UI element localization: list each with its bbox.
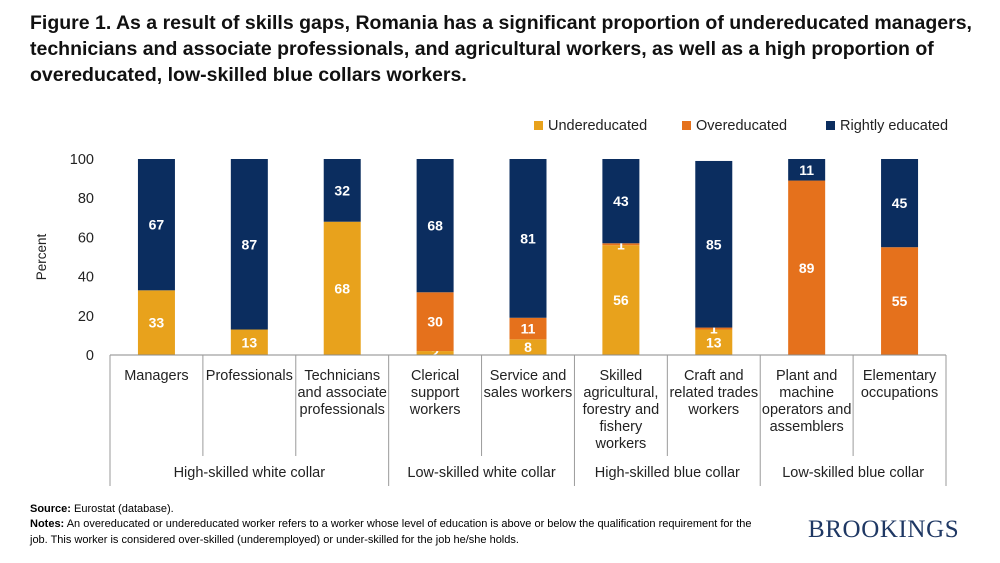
category-label: Service and xyxy=(490,368,567,384)
bar-rightly xyxy=(788,159,826,181)
data-label-overeducated: 11 xyxy=(521,321,536,337)
category-label: Plant and xyxy=(776,368,837,384)
legend-swatch-rightly xyxy=(826,121,835,130)
data-label-rightly: 67 xyxy=(149,217,165,233)
source-note: Source: Eurostat (database). xyxy=(30,501,770,517)
data-label-rightly: 32 xyxy=(334,182,350,198)
data-label-overeducated: 30 xyxy=(427,314,443,330)
bar-undereducated xyxy=(509,339,547,355)
bar-rightly xyxy=(695,160,733,328)
group-label: High-skilled white collar xyxy=(174,465,326,481)
data-label-rightly: 81 xyxy=(520,230,536,246)
category-label: related trades xyxy=(669,385,758,401)
category-label: professionals xyxy=(300,402,385,418)
data-label-rightly: 11 xyxy=(799,162,814,178)
category-label: workers xyxy=(687,402,739,418)
source-text: Eurostat (database). xyxy=(74,503,174,515)
bar-overeducated xyxy=(416,292,454,352)
data-label-rightly: 43 xyxy=(613,193,629,209)
data-label-undereducated: 13 xyxy=(242,334,258,350)
y-tick-label: 100 xyxy=(70,152,94,168)
data-label-undereducated: 8 xyxy=(524,339,532,355)
category-label: fishery xyxy=(600,419,643,435)
bar-overeducated xyxy=(788,180,826,355)
bar-rightly xyxy=(416,159,454,293)
chart-title: Figure 1. As a result of skills gaps, Ro… xyxy=(30,12,972,86)
notes-text: An overeducated or undereducated worker … xyxy=(30,518,752,546)
bar-undereducated xyxy=(230,329,268,355)
bar-overeducated xyxy=(695,327,733,330)
data-label-undereducated: 56 xyxy=(613,292,629,308)
category-label: Professionals xyxy=(206,368,293,384)
data-label-overeducated: 55 xyxy=(892,293,908,309)
notes: Notes: An overeducated or undereducated … xyxy=(30,516,770,548)
y-tick-label: 80 xyxy=(78,191,94,207)
category-label: operators and xyxy=(762,402,851,418)
y-tick-label: 20 xyxy=(78,309,94,325)
category-label: Skilled xyxy=(600,368,643,384)
data-label-rightly: 68 xyxy=(427,218,443,234)
category-label: Clerical xyxy=(411,368,459,384)
data-label-rightly: 87 xyxy=(242,236,258,252)
bar-undereducated xyxy=(137,290,175,355)
bar-rightly xyxy=(323,159,361,222)
legend-swatch-undereducated xyxy=(534,121,543,130)
bar-overeducated xyxy=(881,247,919,355)
bar-rightly xyxy=(602,159,640,244)
legend-swatch-overeducated xyxy=(682,121,691,130)
bar-rightly xyxy=(230,159,268,330)
bar-undereducated xyxy=(416,351,454,355)
data-label-undereducated: 13 xyxy=(706,334,722,350)
notes-label: Notes: xyxy=(30,518,65,530)
group-label: Low-skilled blue collar xyxy=(782,465,924,481)
data-label-undereducated: 68 xyxy=(334,280,350,296)
chart: 020406080100Percent336713876832230688118… xyxy=(34,118,948,486)
category-label: agricultural, xyxy=(583,385,658,401)
category-label: Managers xyxy=(124,368,188,384)
data-label-undereducated: 33 xyxy=(149,315,165,331)
bar-rightly xyxy=(509,159,547,318)
group-label: Low-skilled white collar xyxy=(407,465,555,481)
bar-undereducated xyxy=(695,329,733,355)
category-label: Technicians xyxy=(304,368,380,384)
y-axis-label: Percent xyxy=(34,233,49,280)
bar-overeducated xyxy=(509,317,547,340)
data-label-overeducated: 1 xyxy=(710,321,718,337)
bar-rightly xyxy=(137,159,175,291)
data-label-rightly: 85 xyxy=(706,236,722,252)
category-label: workers xyxy=(595,436,647,452)
category-label: Elementary xyxy=(863,368,937,384)
category-label: occupations xyxy=(861,385,938,401)
y-tick-label: 60 xyxy=(78,230,94,246)
data-label-overeducated: 1 xyxy=(617,236,625,252)
bar-overeducated xyxy=(602,243,640,246)
category-label: sales workers xyxy=(484,385,573,401)
y-tick-label: 40 xyxy=(78,270,94,286)
group-label: High-skilled blue collar xyxy=(595,465,740,481)
category-label: and associate xyxy=(297,385,386,401)
category-label: Craft and xyxy=(684,368,744,384)
bar-undereducated xyxy=(602,245,640,355)
legend-label: Rightly educated xyxy=(840,118,948,134)
category-label: machine xyxy=(779,385,834,401)
legend-label: Undereducated xyxy=(548,118,647,134)
legend-label: Overeducated xyxy=(696,118,787,134)
bar-rightly xyxy=(881,159,919,248)
category-label: assemblers xyxy=(770,419,844,435)
data-label-rightly: 45 xyxy=(892,195,908,211)
source-label: Source: xyxy=(30,503,71,515)
category-label: support xyxy=(411,385,459,401)
category-label: forestry and xyxy=(583,402,660,418)
category-label: workers xyxy=(409,402,461,418)
data-label-overeducated: 89 xyxy=(799,260,815,276)
bar-undereducated xyxy=(323,221,361,355)
data-label-undereducated: 2 xyxy=(431,345,439,361)
brookings-logo: BROOKINGS xyxy=(808,516,960,543)
y-tick-label: 0 xyxy=(86,348,94,364)
